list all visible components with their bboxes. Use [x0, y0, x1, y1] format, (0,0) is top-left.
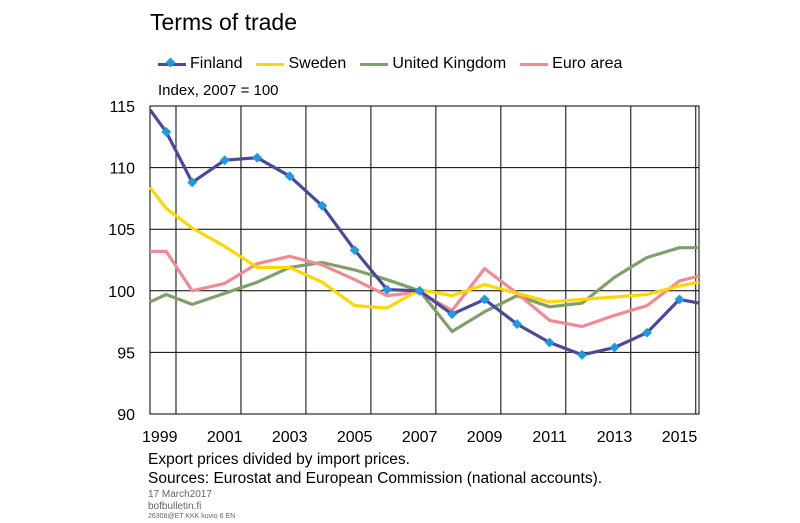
legend-label-sweden: Sweden	[288, 55, 347, 72]
data-point-finland	[187, 177, 198, 188]
legend-item-finland: Finland	[158, 55, 242, 73]
x-tick-label: 2013	[597, 429, 633, 446]
data-point-finland	[161, 126, 172, 137]
data-point-finland	[642, 327, 652, 338]
y-tick-label: 90	[117, 407, 135, 424]
x-tick-label: 2007	[402, 429, 438, 446]
legend-swatch-finland	[158, 57, 186, 67]
y-tick-label: 95	[117, 345, 135, 362]
x-tick-label: 2005	[337, 429, 373, 446]
legend-swatch-sweden	[256, 62, 285, 66]
chart-legend: Finland Sweden United Kingdom Euro area	[158, 54, 636, 74]
footer-site: bofbulletin.fi	[148, 501, 202, 512]
data-point-finland	[447, 309, 458, 320]
footer-date: 17 March2017	[148, 489, 212, 500]
legend-item-sweden: Sweden	[256, 55, 346, 73]
data-point-finland	[219, 155, 230, 166]
x-tick-label: 2011	[532, 429, 567, 446]
y-tick-label: 110	[109, 161, 135, 178]
legend-item-united-kingdom: United Kingdom	[360, 55, 506, 73]
chart-title: Terms of trade	[150, 9, 297, 35]
data-point-finland	[609, 342, 620, 353]
data-point-finland	[382, 284, 393, 295]
data-point-finland	[512, 319, 523, 330]
x-tick-label: 2015	[662, 429, 698, 446]
footer-code: 26308@ET KKK kuvio 6 EN	[148, 513, 236, 520]
x-tick-label: 2003	[272, 429, 308, 446]
data-point-finland	[284, 171, 295, 182]
note-sources: Sources: Eurostat and European Commissio…	[148, 470, 603, 487]
x-tick-label: 2009	[467, 429, 503, 446]
data-point-finland	[577, 349, 588, 360]
chart-subtitle: Index, 2007 = 100	[158, 82, 279, 99]
legend-label-united-kingdom: United Kingdom	[392, 55, 507, 72]
data-point-finland	[479, 294, 490, 305]
y-tick-label: 105	[108, 222, 135, 239]
x-tick-label: 2001	[207, 429, 243, 446]
x-tick-label: 1999	[142, 429, 178, 446]
data-point-finland	[349, 245, 360, 256]
data-point-finland	[317, 200, 328, 211]
plot-frame	[149, 105, 700, 415]
series-line-finland	[148, 108, 700, 357]
data-point-finland	[674, 294, 685, 305]
legend-label-finland: Finland	[190, 55, 243, 72]
legend-swatch-euro-area	[520, 62, 549, 66]
legend-label-euro-area: Euro area	[552, 55, 623, 72]
legend-item-euro-area: Euro area	[520, 55, 622, 73]
legend-swatch-united-kingdom	[360, 62, 389, 66]
note-definition: Export prices divided by import prices.	[148, 451, 410, 468]
y-tick-label: 115	[109, 99, 135, 116]
y-tick-label: 100	[108, 284, 135, 301]
data-point-finland	[544, 337, 555, 348]
data-point-finland	[414, 285, 425, 296]
